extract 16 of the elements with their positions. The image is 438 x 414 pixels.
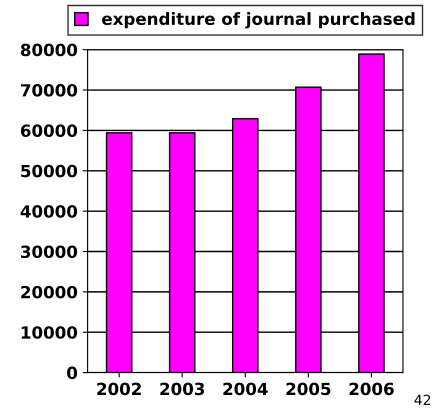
text: 42 [414,394,430,405]
y-tick-label: 0 [67,366,78,380]
x-tick-label: 2002 [97,382,141,396]
legend-label: expenditure of journal purchased [102,12,414,28]
y-tick-label: 10000 [22,326,78,339]
y-tick-label: 30000 [21,245,78,258]
x-tick-label: 2004 [223,382,268,396]
y-tick-label: 20000 [21,286,78,298]
y-tick-label: 50000 [21,164,78,178]
x-tick-label: 2005 [286,382,330,396]
y-tick-label: 60000 [20,124,78,137]
x-tick-label: 2006 [350,382,394,396]
y-tick-label: 70000 [21,84,78,97]
x-tick-label: 2003 [160,382,204,396]
y-tick-label: 80000 [20,44,78,56]
y-tick-label: 40000 [20,205,78,218]
